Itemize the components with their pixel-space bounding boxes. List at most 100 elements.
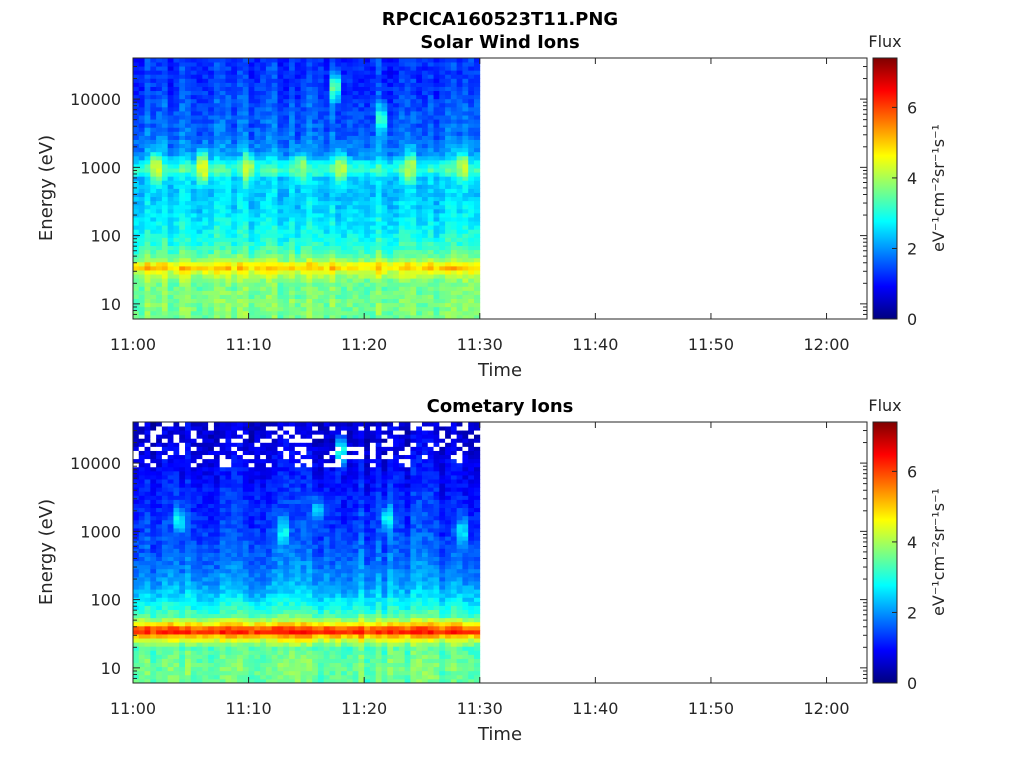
heatmap-cell — [404, 245, 411, 251]
heatmap-cell — [179, 621, 186, 627]
heatmap-cell — [445, 172, 452, 177]
heatmap-cell — [144, 581, 151, 586]
heatmap-cell — [185, 131, 192, 136]
heatmap-cell — [190, 658, 197, 664]
heatmap-cell — [439, 131, 446, 136]
heatmap-cell — [213, 576, 221, 582]
heatmap-cell — [161, 642, 169, 647]
heatmap-cell — [225, 306, 232, 312]
heatmap-cell — [208, 221, 215, 226]
heatmap-cell — [150, 670, 157, 676]
heatmap-cell — [202, 168, 209, 173]
heatmap-cell — [421, 310, 429, 316]
heatmap-cell — [445, 225, 452, 230]
heatmap-cell — [369, 106, 377, 112]
heatmap-cell — [173, 585, 180, 590]
heatmap-cell — [156, 462, 163, 468]
heatmap-cell — [242, 139, 249, 145]
heatmap-cell — [173, 458, 180, 464]
heatmap-cell — [179, 204, 186, 210]
heatmap-cell — [294, 229, 302, 234]
heatmap-cell — [213, 585, 221, 590]
heatmap-cell — [185, 646, 192, 651]
heatmap-cell — [150, 515, 157, 521]
heatmap-cell — [294, 90, 302, 96]
heatmap-cell — [161, 58, 169, 63]
heatmap-cell — [213, 274, 221, 279]
heatmap-cell — [283, 212, 290, 218]
heatmap-cell — [277, 74, 284, 79]
heatmap-cell — [398, 290, 406, 295]
heatmap-cell — [260, 257, 267, 263]
heatmap-cell — [317, 115, 325, 120]
heatmap-cell — [196, 237, 203, 242]
heatmap-cell — [271, 245, 278, 251]
heatmap-cell — [398, 310, 406, 316]
heatmap-cell — [456, 221, 463, 226]
heatmap-cell — [161, 646, 169, 651]
heatmap-cell — [219, 430, 226, 435]
heatmap-cell — [179, 184, 186, 189]
heatmap-cell — [213, 221, 221, 226]
heatmap-cell — [185, 593, 192, 598]
heatmap-cell — [329, 143, 336, 149]
heatmap-cell — [352, 192, 359, 198]
heatmap-cell — [404, 94, 411, 100]
heatmap-cell — [398, 270, 406, 275]
heatmap-cell — [208, 601, 215, 606]
heatmap-cell — [208, 564, 215, 570]
heatmap-cell — [219, 119, 226, 124]
heatmap-cell — [190, 540, 197, 545]
heatmap-cell — [341, 306, 348, 312]
heatmap-cell — [138, 642, 145, 647]
heatmap-cell — [138, 66, 145, 71]
heatmap-cell — [138, 621, 145, 627]
heatmap-cell — [375, 192, 382, 198]
heatmap-cell — [242, 90, 249, 96]
heatmap-cell — [144, 196, 151, 202]
heatmap-cell — [352, 164, 359, 169]
heatmap-cell — [161, 499, 169, 504]
heatmap-cell — [271, 225, 278, 230]
heatmap-cell — [231, 147, 238, 153]
heatmap-cell — [144, 572, 151, 578]
heatmap-cell — [317, 278, 325, 283]
heatmap-cell — [213, 678, 221, 684]
heatmap-cell — [208, 585, 215, 590]
heatmap-cell — [335, 131, 342, 136]
heatmap-cell — [445, 151, 452, 157]
heatmap-cell — [445, 237, 452, 242]
heatmap-cell — [329, 221, 336, 226]
heatmap-cell — [150, 164, 157, 169]
heatmap-cell — [300, 58, 307, 63]
heatmap-cell — [393, 314, 400, 320]
heatmap-cell — [277, 249, 284, 255]
heatmap-cell — [312, 253, 319, 259]
heatmap-cell — [173, 422, 180, 427]
heatmap-cell — [341, 82, 348, 87]
heatmap-cell — [185, 233, 192, 238]
heatmap-cell — [185, 302, 192, 308]
heatmap-cell — [196, 642, 203, 647]
heatmap-cell — [179, 654, 186, 659]
heatmap-cell — [439, 135, 446, 140]
heatmap-cell — [439, 58, 446, 63]
heatmap-cell — [277, 98, 284, 104]
heatmap-cell — [445, 119, 452, 124]
heatmap-cell — [450, 188, 458, 193]
heatmap-cell — [138, 208, 145, 214]
heatmap-cell — [341, 90, 348, 96]
heatmap-cell — [254, 200, 261, 206]
heatmap-cell — [277, 314, 284, 320]
heatmap-cell — [196, 593, 203, 598]
heatmap-cell — [358, 168, 365, 173]
heatmap-cell — [445, 66, 452, 71]
heatmap-cell — [167, 204, 174, 210]
heatmap-cell — [133, 495, 140, 500]
heatmap-cell — [150, 221, 157, 226]
heatmap-cell — [312, 310, 319, 316]
heatmap-cell — [133, 442, 140, 447]
heatmap-cell — [156, 143, 163, 149]
heatmap-cell — [179, 119, 186, 124]
heatmap-cell — [196, 491, 203, 496]
